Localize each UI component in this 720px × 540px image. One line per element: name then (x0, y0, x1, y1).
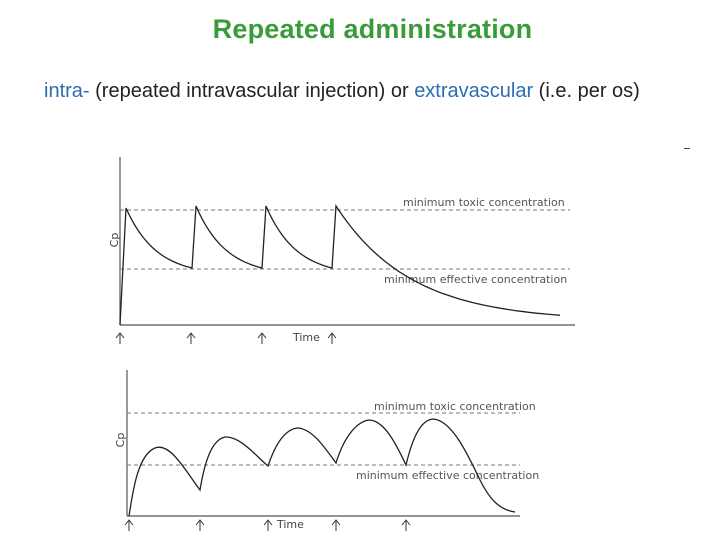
subtitle-part2: (i.e. per os) (533, 80, 640, 102)
dose-arrow-5 (401, 519, 411, 531)
effective-threshold-label: minimum effective concentration (384, 273, 567, 286)
dose-arrow-2 (195, 519, 205, 531)
dose-arrow-3 (263, 519, 273, 531)
toxic-threshold-label: minimum toxic concentration (374, 400, 536, 413)
concentration-curve (128, 418, 516, 517)
page-title: Repeated administration (212, 14, 533, 44)
keyword-intra: intra- (44, 80, 90, 102)
keyword-extravascular: extravascular (414, 80, 534, 102)
chart-intravascular: Cp Time minimum toxic concentration mini… (108, 157, 575, 344)
y-axis-label: Cp (108, 233, 121, 248)
subtitle-part1: (repeated intravascular injection) or (89, 80, 415, 102)
dose-arrow-1 (124, 519, 134, 531)
effective-threshold-label: minimum effective concentration (356, 469, 539, 482)
dose-arrow-4 (331, 519, 341, 531)
y-axis-label: Cp (114, 433, 127, 448)
concentration-curve (119, 204, 561, 326)
x-axis-label: Time (276, 518, 304, 531)
chart-extravascular: Cp Time minimum toxic concentration mini… (114, 370, 539, 531)
toxic-threshold-label: minimum toxic concentration (403, 196, 565, 209)
dose-arrow-3 (257, 332, 267, 344)
subtitle: intra- (repeated intravascular injection… (44, 78, 694, 104)
dose-arrow-4 (327, 332, 337, 344)
x-axis-label: Time (292, 331, 320, 344)
dose-arrow-2 (186, 332, 196, 344)
dose-arrow-1 (115, 332, 125, 344)
decorative-dash (684, 148, 690, 149)
